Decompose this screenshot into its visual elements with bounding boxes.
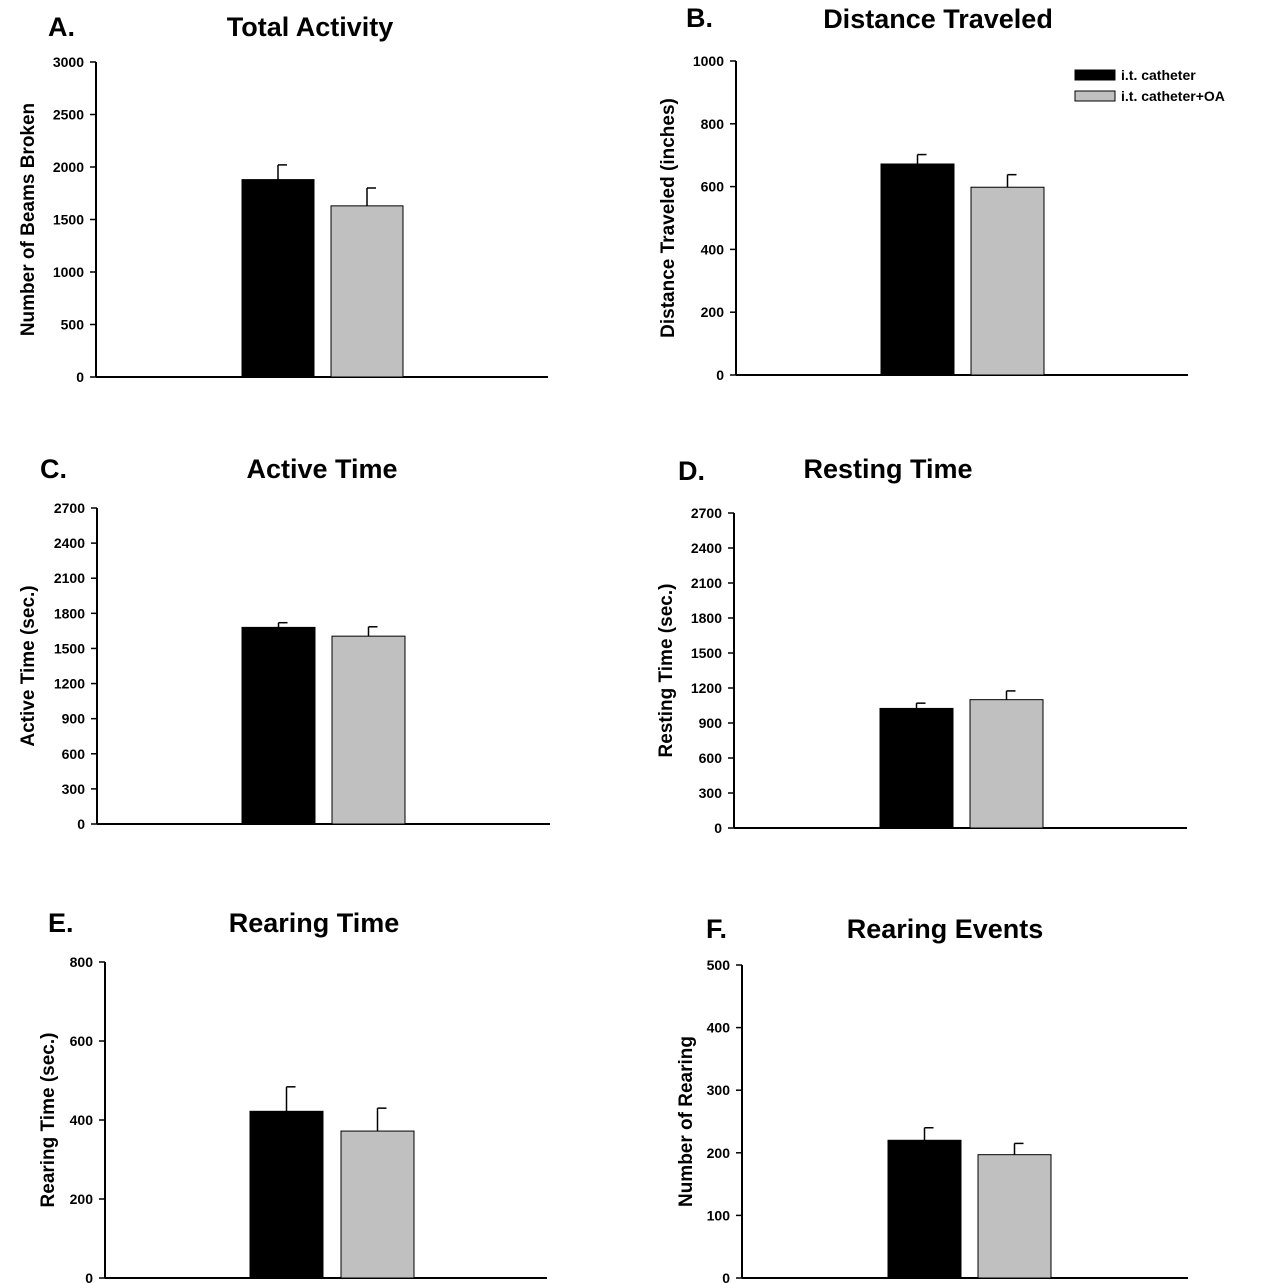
panel-title: Total Activity	[227, 12, 394, 42]
y-tick-label: 400	[701, 241, 725, 257]
y-tick-label: 2700	[54, 500, 85, 516]
bar-i-t-catheter	[241, 179, 315, 378]
y-tick-label: 2700	[691, 505, 722, 521]
y-axis-label: Distance Traveled (inches)	[658, 98, 679, 338]
y-tick-label: 200	[701, 304, 725, 320]
legend-swatch-it-catheter-oa	[1074, 90, 1116, 102]
bar-i-t-catheter-oa	[977, 1154, 1052, 1279]
y-tick-label: 0	[714, 820, 722, 836]
panels: A. Total Activity Number of Beams Broken 0 5…	[18, 3, 1188, 1283]
y-tick-label: 2000	[53, 159, 84, 175]
y-tick-label: 600	[70, 1033, 94, 1049]
y-axis-label: Rearing Time (sec.)	[38, 1033, 59, 1208]
panel-title: Resting Time	[803, 454, 972, 484]
y-tick-label: 1800	[691, 610, 722, 626]
panel-resting-time: D. Resting Time Resting Time (sec.) 0 300 600…	[656, 454, 1187, 836]
y-axis-label: Resting Time (sec.)	[656, 584, 677, 758]
y-tick-label: 0	[77, 816, 85, 832]
y-tick-label: 400	[70, 1112, 94, 1128]
y-tick-label: 2500	[53, 107, 84, 123]
panel-letter: E.	[48, 908, 74, 938]
y-tick-label: 300	[699, 785, 723, 801]
y-tick-label: 1000	[53, 264, 84, 280]
y-tick-label: 900	[699, 715, 723, 731]
y-tick-label: 200	[707, 1145, 731, 1161]
y-tick-label: 2100	[691, 575, 722, 591]
panel-letter: A.	[48, 12, 75, 42]
y-tick-label: 1500	[691, 645, 722, 661]
y-tick-label: 1200	[54, 676, 85, 692]
y-tick-label: 1500	[54, 640, 85, 656]
y-tick-label: 0	[716, 367, 724, 383]
bar-i-t-catheter-oa	[340, 1130, 415, 1279]
y-tick-label: 300	[707, 1082, 731, 1098]
y-tick-label: 400	[707, 1020, 731, 1036]
panel-letter: D.	[678, 456, 705, 486]
bar-i-t-catheter-oa	[969, 699, 1044, 829]
y-tick-label: 3000	[53, 54, 84, 70]
y-axis-label: Number of Beams Broken	[18, 103, 39, 336]
y-tick-label: 0	[722, 1270, 730, 1283]
bar-i-t-catheter	[887, 1139, 962, 1279]
y-tick-label: 0	[76, 369, 84, 385]
y-axis-label: Number of Rearing	[676, 1036, 697, 1207]
panel-rearing-events: F. Rearing Events Number of Rearing 0 100 200…	[676, 914, 1188, 1283]
panel-total-activity: A. Total Activity Number of Beams Broken 0 5…	[18, 12, 548, 385]
y-tick-label: 0	[85, 1270, 93, 1283]
legend-label-it-catheter-oa: i.t. catheter+OA	[1121, 88, 1225, 104]
panel-title: Distance Traveled	[823, 4, 1053, 34]
legend-swatch-it-catheter	[1074, 69, 1116, 81]
legend: i.t. catheter i.t. catheter+OA	[1074, 67, 1225, 104]
y-tick-label: 300	[62, 781, 86, 797]
panel-title: Active Time	[246, 454, 397, 484]
panel-title: Rearing Events	[847, 914, 1044, 944]
bar-i-t-catheter-oa	[970, 186, 1045, 376]
bar-i-t-catheter	[879, 707, 954, 829]
y-tick-label: 600	[62, 746, 86, 762]
panel-distance-traveled: B. Distance Traveled Distance Traveled (in…	[658, 3, 1188, 383]
panel-letter: B.	[686, 3, 713, 33]
y-tick-label: 900	[62, 711, 86, 727]
panel-rearing-time: E. Rearing Time Rearing Time (sec.) 0 200 400…	[38, 908, 547, 1283]
y-tick-label: 1200	[691, 680, 722, 696]
y-tick-label: 500	[707, 957, 731, 973]
y-tick-label: 1500	[53, 212, 84, 228]
bar-i-t-catheter	[880, 163, 955, 376]
y-tick-label: 800	[701, 116, 725, 132]
bar-i-t-catheter-oa	[331, 635, 406, 825]
y-tick-label: 1000	[693, 53, 724, 69]
panel-active-time: C. Active Time Active Time (sec.) 0 300 600 90…	[18, 454, 550, 832]
panel-letter: C.	[40, 454, 67, 484]
y-tick-label: 800	[70, 954, 94, 970]
y-tick-label: 600	[699, 750, 723, 766]
y-tick-label: 1800	[54, 605, 85, 621]
y-axis-label: Active Time (sec.)	[18, 585, 39, 746]
y-tick-label: 600	[701, 179, 725, 195]
y-tick-label: 200	[70, 1191, 94, 1207]
y-tick-label: 100	[707, 1207, 731, 1223]
panel-title: Rearing Time	[229, 908, 400, 938]
y-tick-label: 2400	[691, 540, 722, 556]
y-tick-label: 500	[61, 317, 85, 333]
y-tick-label: 2100	[54, 570, 85, 586]
bar-i-t-catheter	[249, 1110, 324, 1279]
y-tick-label: 2400	[54, 535, 85, 551]
panel-letter: F.	[706, 914, 727, 944]
legend-label-it-catheter: i.t. catheter	[1121, 67, 1196, 83]
bar-i-t-catheter-oa	[330, 205, 404, 378]
bar-i-t-catheter	[241, 626, 316, 825]
